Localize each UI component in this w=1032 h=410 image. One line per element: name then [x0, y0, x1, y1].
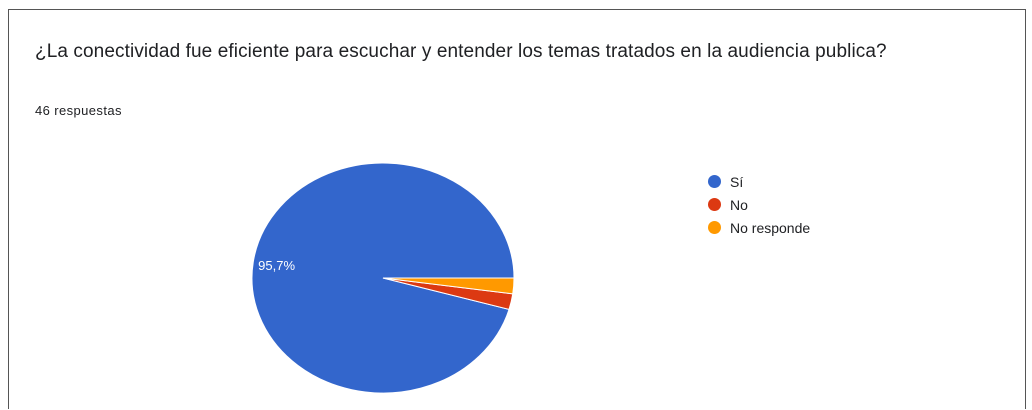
legend-label: Sí: [730, 173, 744, 190]
pie-labels: 95,7%: [258, 258, 295, 273]
pie-data-label: 95,7%: [258, 258, 295, 273]
pie-slice-3[interactable]: [382, 277, 515, 295]
response-count: 46 respuestas: [35, 103, 122, 118]
pie-chart: 95,7%: [251, 162, 515, 394]
legend-label: No responde: [730, 219, 811, 236]
legend-swatch-icon: [708, 221, 721, 234]
pie-slices: [251, 162, 515, 394]
chart-legend: Sí No No responde: [708, 170, 810, 239]
question-card: ¿La conectividad fue eficiente para escu…: [8, 9, 1026, 409]
legend-label: No: [730, 196, 748, 213]
legend-item[interactable]: Sí: [708, 170, 810, 193]
legend-swatch-icon: [708, 198, 721, 211]
legend-swatch-icon: [708, 175, 721, 188]
legend-item[interactable]: No: [708, 193, 810, 216]
legend-item[interactable]: No responde: [708, 216, 810, 239]
question-title: ¿La conectividad fue eficiente para escu…: [35, 41, 887, 62]
